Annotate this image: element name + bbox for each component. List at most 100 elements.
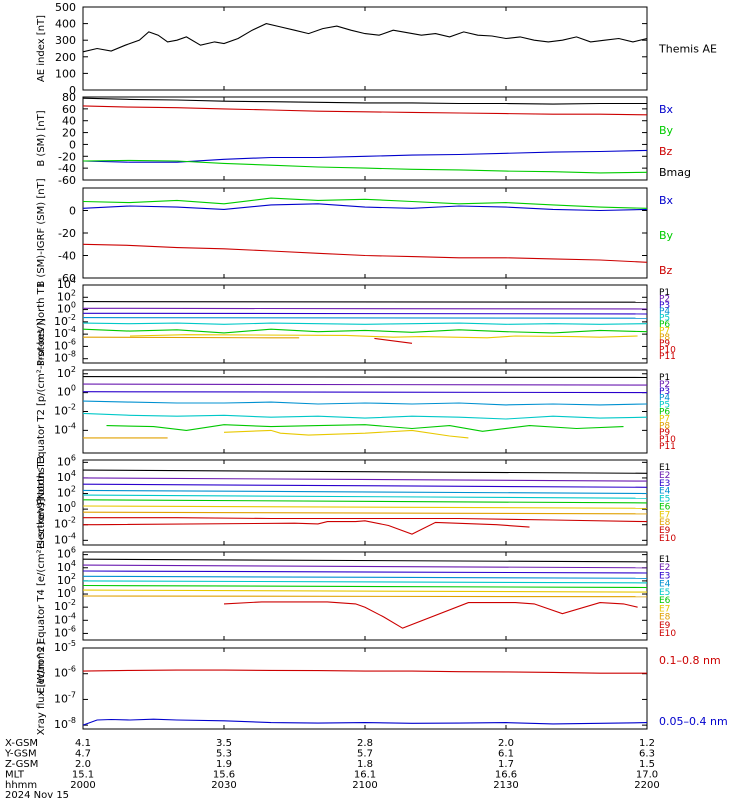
ephemeris-value: 17.0 (636, 770, 658, 781)
series-line-e1 (82, 558, 648, 563)
ephemeris-row-label: MLT (5, 770, 25, 781)
y-tick-label: 10-6 (54, 665, 76, 680)
y-tick-label: 102 (57, 485, 76, 500)
legend-entry: P3 (659, 387, 670, 397)
y-tick-label: 40 (62, 115, 76, 128)
y-axis-label: B (SM)-IGRF (SM) [nT] (36, 178, 47, 287)
ephemeris-value: 1.8 (357, 759, 373, 770)
legend-entry: E4 (659, 580, 671, 590)
ephemeris-value: 2200 (634, 780, 659, 791)
y-tick-label: 104 (57, 276, 76, 291)
y-tick-label: 10-7 (54, 690, 76, 705)
y-tick-label: -20 (58, 227, 76, 240)
legend-entry: P5 (659, 314, 670, 324)
series-line-p3 (82, 312, 648, 315)
series-line-bx (82, 203, 648, 212)
series-line-p7 (129, 334, 638, 339)
ephemeris-value: 1.2 (639, 738, 655, 749)
series-line-p6 (82, 328, 648, 334)
y-tick-label: 10-5 (54, 639, 76, 654)
legend-entry: E1 (659, 463, 670, 473)
legend-entry: P9 (659, 339, 670, 349)
series-line-e4 (82, 575, 648, 579)
y-tick-label: 10-4 (54, 325, 76, 340)
series-line-e10 (83, 520, 530, 535)
y-tick-label: 300 (55, 34, 76, 47)
date-label: 2024 Nov 15 (5, 790, 69, 800)
series-line-p4 (82, 317, 648, 319)
panel-frame (82, 647, 648, 730)
legend-entry: Bmag (659, 166, 691, 179)
y-tick-label: 0 (69, 138, 76, 151)
ephemeris-value: 3.5 (216, 738, 232, 749)
ephemeris-value: 2130 (493, 780, 518, 791)
y-tick-label: 80 (62, 91, 76, 104)
legend-entry: P5 (659, 401, 670, 411)
legend-entry: Bx (659, 103, 674, 116)
ephemeris-value: 2.8 (357, 738, 373, 749)
y-tick-label: -60 (58, 174, 76, 187)
legend-entry: Bz (659, 264, 673, 277)
y-tick-label: 20 (62, 127, 76, 140)
series-line-p6 (106, 424, 624, 432)
legend-entry: P4 (659, 307, 670, 317)
series-line-e8 (82, 511, 648, 515)
y-tick-label: 0 (69, 205, 76, 218)
series-line-p2 (82, 383, 648, 386)
legend-entry: E9 (659, 621, 671, 631)
series-line-p7 (223, 429, 469, 439)
legend-entry: E8 (659, 613, 671, 623)
legend-entry: By (659, 124, 674, 137)
series-line-by (82, 197, 648, 209)
legend-entry: E3 (659, 479, 670, 489)
legend-entry: P10 (659, 346, 676, 356)
series-line-p4 (82, 400, 648, 406)
legend-entry: P2 (659, 380, 670, 390)
legend-entry: E6 (659, 502, 671, 512)
series-line-e7 (82, 589, 648, 593)
ephemeris-value: 1.9 (216, 759, 232, 770)
y-tick-label: 500 (55, 1, 76, 14)
ephemeris-value: 16.6 (495, 770, 517, 781)
ephemeris-row-label: Y-GSM (4, 749, 37, 760)
legend-entry: E5 (659, 495, 670, 505)
series-line-p5 (82, 412, 648, 420)
series-line-e6 (82, 584, 648, 589)
series-line-p1 (82, 301, 648, 303)
series-line-e6 (82, 499, 648, 504)
y-tick-label: 100 (57, 500, 76, 515)
series-line-bmag (82, 97, 647, 105)
y-axis-label: Electrons North T3 (36, 456, 47, 549)
legend-entry: P10 (659, 435, 676, 445)
ephemeris-value: 6.3 (639, 749, 655, 760)
series-line-bz (82, 243, 648, 263)
y-axis-label: AE index [nT] (36, 15, 47, 82)
legend-entry: 0.05–0.4 nm (659, 715, 728, 728)
y-tick-label: 10-4 (54, 611, 76, 626)
series-line-e1 (82, 469, 648, 474)
ephemeris-value: 4.7 (75, 749, 91, 760)
y-tick-label: 10-2 (54, 598, 76, 613)
x-axis-ephemeris: X-GSM 4.1 3.5 2.8 2.0 1.2 Y-GSM 4.7 5.3 5.7 6.1 6.3… (4, 738, 660, 800)
y-tick-label: -60 (58, 272, 76, 285)
y-tick-label: 104 (57, 469, 76, 484)
series-line-themis-ae (82, 23, 648, 53)
y-tick-label: 400 (55, 18, 76, 31)
series-line-e2 (82, 477, 648, 482)
legend-entry: Bx (659, 194, 674, 207)
series-line-e7 (82, 505, 648, 509)
series-line-e5 (82, 580, 648, 584)
y-axis-label: Protons North T1 (36, 282, 47, 366)
series-line-e3 (82, 570, 648, 574)
ephemeris-value: 16.1 (354, 770, 376, 781)
ephemeris-value: 2030 (211, 780, 236, 791)
y-tick-label: -20 (58, 150, 76, 163)
ephemeris-value: 15.6 (213, 770, 235, 781)
legend-entry: E9 (659, 526, 671, 536)
ephemeris-value: 2.0 (498, 738, 514, 749)
y-axis-label: Xray flux [W/m^2] (36, 642, 47, 736)
y-tick-label: 60 (62, 103, 76, 116)
y-tick-label: -40 (58, 250, 76, 263)
